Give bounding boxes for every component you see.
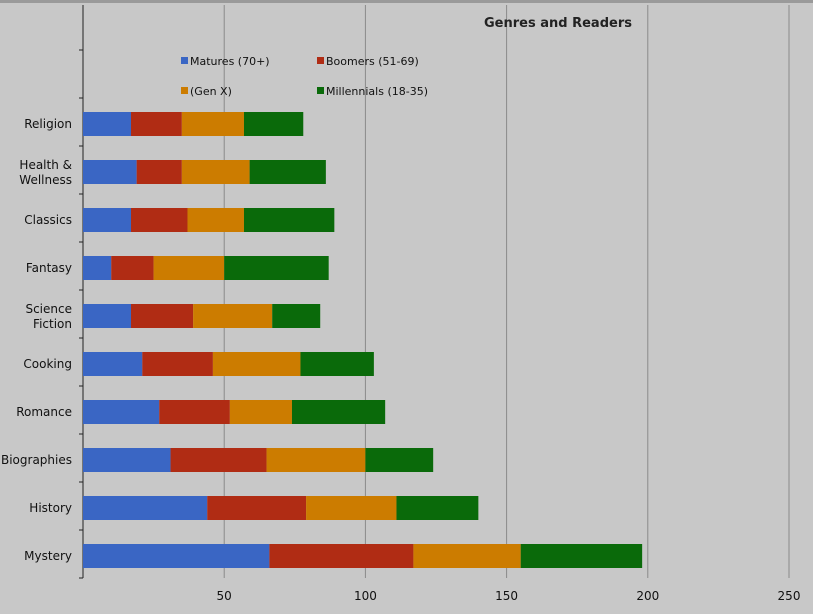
bar-segment: [170, 448, 267, 472]
category-label: Romance: [16, 405, 72, 419]
bar-segment: [83, 400, 160, 424]
bar-segment: [520, 544, 643, 568]
bar-segment: [83, 160, 137, 184]
x-tick-label: 150: [495, 589, 518, 603]
x-tick-label: 200: [636, 589, 659, 603]
bar-segment: [153, 256, 225, 280]
bar-segment: [187, 208, 244, 232]
x-tick-label: 100: [354, 589, 377, 603]
chart-title: Genres and Readers: [484, 16, 632, 31]
category-label: Fantasy: [26, 261, 72, 275]
legend-label: Matures (70+): [190, 55, 270, 68]
category-label: Cooking: [23, 357, 72, 371]
bar-segment: [266, 448, 366, 472]
legend-label: (Gen X): [190, 85, 232, 98]
bar-segment: [243, 208, 335, 232]
bar-segment: [181, 112, 244, 136]
bar-segment: [83, 496, 208, 520]
bar-segment: [142, 352, 213, 376]
bar-segment: [243, 112, 304, 136]
bar-segment: [131, 112, 182, 136]
bar-segment: [131, 304, 194, 328]
bar-segment: [396, 496, 479, 520]
category-label: Religion: [24, 117, 72, 131]
bar-segment: [181, 160, 250, 184]
bar-segment: [249, 160, 326, 184]
bar-segment: [83, 352, 143, 376]
bar-segment: [83, 112, 132, 136]
legend-swatch: [317, 87, 324, 94]
legend-swatch: [317, 57, 324, 64]
bar-segment: [83, 304, 132, 328]
legend-label: Boomers (51-69): [326, 55, 419, 68]
bar-segment: [83, 256, 112, 280]
bar-segment: [306, 496, 397, 520]
bar-segment: [83, 208, 132, 232]
bar-segment: [131, 208, 188, 232]
bar-segment: [83, 448, 171, 472]
bar-segment: [136, 160, 182, 184]
bar-segment: [111, 256, 154, 280]
x-tick-label: 50: [217, 589, 232, 603]
bar-segment: [229, 400, 292, 424]
bar-segment: [291, 400, 386, 424]
legend-swatch: [181, 57, 188, 64]
bar-segment: [159, 400, 230, 424]
bar-segment: [212, 352, 301, 376]
x-tick-label: 250: [778, 589, 801, 603]
category-label: Science Fiction: [25, 302, 72, 331]
bar-segment: [272, 304, 321, 328]
category-label: Mystery: [24, 549, 72, 563]
bar-segment: [224, 256, 329, 280]
bar-segment: [193, 304, 273, 328]
category-label: History: [29, 501, 72, 515]
bar-segment: [365, 448, 434, 472]
bar-segment: [269, 544, 414, 568]
bar-segment: [413, 544, 521, 568]
top-border: [0, 0, 813, 3]
legend-label: Millennials (18-35): [326, 85, 428, 98]
legend-swatch: [181, 87, 188, 94]
bar-segment: [83, 544, 270, 568]
category-label: Health & Wellness: [19, 158, 72, 187]
bar-segment: [207, 496, 307, 520]
bar-segment: [300, 352, 374, 376]
category-label: Classics: [24, 213, 72, 227]
category-label: Biographies: [1, 453, 72, 467]
